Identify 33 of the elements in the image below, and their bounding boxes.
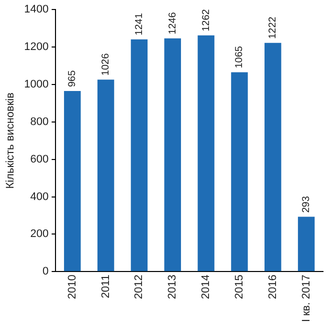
y-tick-label: 200 xyxy=(30,228,49,240)
y-tick-label: 1200 xyxy=(24,41,49,54)
x-tick-label: 2012 xyxy=(133,274,146,300)
x-tick-label: 2015 xyxy=(233,274,246,300)
bar xyxy=(198,35,214,272)
bar xyxy=(264,42,282,272)
x-tick-label: 2016 xyxy=(266,274,279,300)
data-label: 293 xyxy=(301,196,312,213)
bar xyxy=(164,38,181,272)
data-label: 1065 xyxy=(234,46,246,68)
x-tick-label: 2010 xyxy=(66,274,78,300)
y-axis-title: Кількість висновків xyxy=(4,92,17,189)
x-tick-label: 2011 xyxy=(100,274,112,298)
x-tick-label: 2014 xyxy=(200,274,212,300)
data-label: 1026 xyxy=(100,52,112,76)
x-tick-label: 2013 xyxy=(166,274,179,300)
bar xyxy=(298,216,315,272)
data-label: 965 xyxy=(67,70,78,88)
bar xyxy=(130,39,148,272)
bar xyxy=(97,80,114,272)
data-label: 1262 xyxy=(200,8,212,32)
data-label: 1246 xyxy=(167,12,178,34)
data-label: 1222 xyxy=(268,16,279,39)
y-tick-label: 800 xyxy=(30,116,49,128)
y-tick-label: 600 xyxy=(30,153,49,166)
y-tick-label: 1000 xyxy=(24,78,49,90)
y-tick-label: 1400 xyxy=(24,4,49,16)
bar xyxy=(64,91,81,272)
bar xyxy=(231,72,248,272)
y-tick-label: 400 xyxy=(30,190,49,203)
data-label: 1241 xyxy=(134,12,145,36)
y-tick-label: 0 xyxy=(42,266,49,278)
x-tick-label: І кв. 2017 xyxy=(300,274,312,322)
